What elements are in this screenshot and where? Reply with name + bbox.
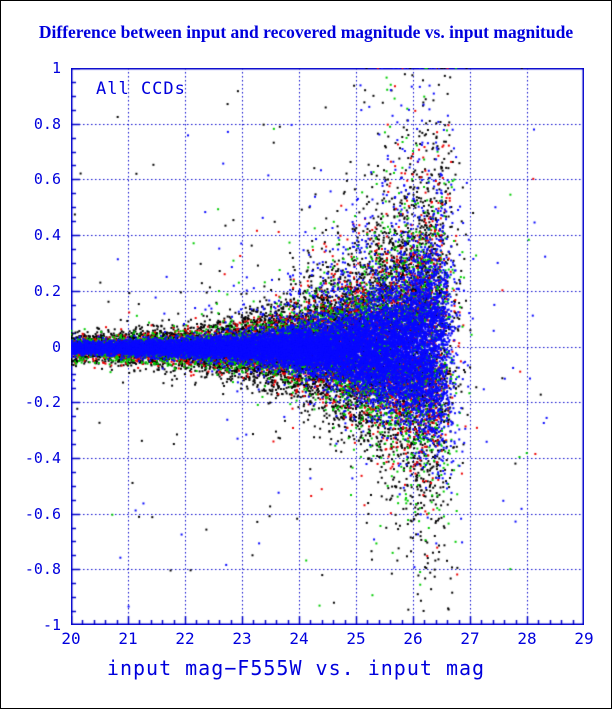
x-axis-label: input mag−F555W vs. input mag [106,656,486,680]
y-tick-label: 0.8 [33,114,61,133]
x-tick-label: 24 [289,629,309,648]
y-tick-label: -0.8 [24,560,61,579]
x-tick-label: 21 [118,629,138,648]
x-tick-label: 27 [460,629,480,648]
y-tick-label: 0.6 [33,170,61,189]
y-tick-label: 0.2 [33,281,61,300]
x-tick-label: 29 [574,629,594,648]
y-tick-label: -0.4 [24,448,61,467]
x-tick-label: 20 [61,629,81,648]
x-tick-label: 23 [232,629,252,648]
scatter-plot-canvas [71,68,584,625]
y-tick-label: -0.6 [24,504,61,523]
all-ccds-annotation: All CCDs [96,79,186,99]
x-tick-label: 26 [403,629,423,648]
y-tick-label: -1 [42,616,61,634]
y-tick-label: 1 [51,59,61,77]
x-tick-label: 25 [346,629,366,648]
y-tick-label: 0 [51,337,61,356]
x-tick-label: 28 [517,629,537,648]
y-tick-label: -0.2 [24,393,61,412]
y-tick-label: 0.4 [33,226,61,245]
chart-title: Difference between input and recovered m… [38,22,574,42]
x-tick-label: 22 [175,629,195,648]
